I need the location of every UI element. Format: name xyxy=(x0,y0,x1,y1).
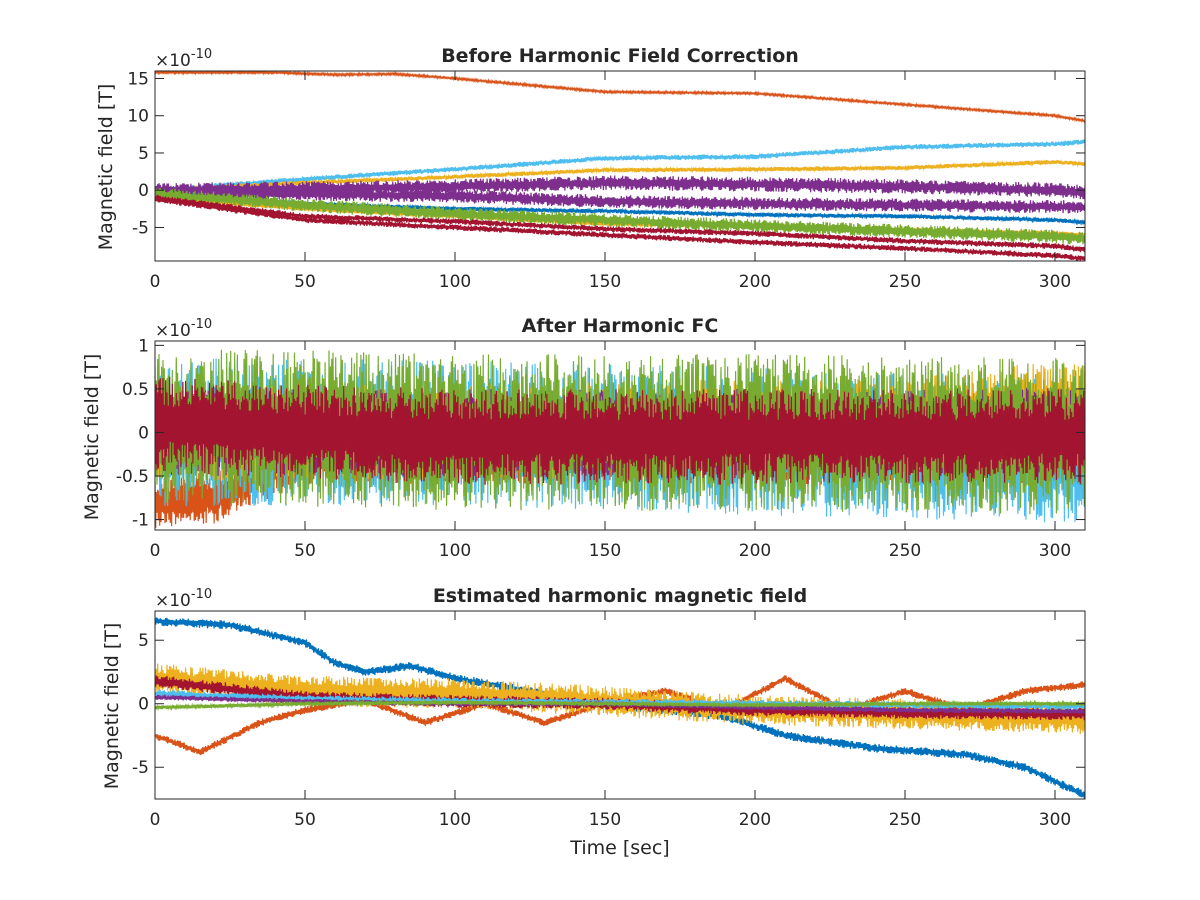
series-line xyxy=(155,139,1085,193)
x-tick-label: 100 xyxy=(439,541,471,561)
x-tick-label: 50 xyxy=(294,272,316,292)
subplot-estimated-harmonic: Estimated harmonic magnetic field Magnet… xyxy=(101,585,1086,859)
x-tick-label: 200 xyxy=(739,272,771,292)
series-line xyxy=(155,71,1085,124)
subplot-before-correction: Before Harmonic Field Correction Magneti… xyxy=(95,45,1086,292)
x-tick-label: 0 xyxy=(150,272,161,292)
series-line xyxy=(155,194,1085,253)
series-line xyxy=(155,698,1085,712)
y-tick-label: 15 xyxy=(127,69,149,89)
x-tick-label: 150 xyxy=(589,810,621,830)
chart-title: After Harmonic FC xyxy=(522,315,719,337)
axes-frame xyxy=(154,70,1086,262)
x-tick-label: 250 xyxy=(889,272,921,292)
axes-frame xyxy=(154,340,1086,531)
y-tick-label: 0.5 xyxy=(122,380,149,400)
y-tick-label: -5 xyxy=(132,218,149,238)
exponent-label: ×10-10 xyxy=(155,47,212,71)
y-tick-label: 0 xyxy=(138,181,149,201)
x-tick-label: 250 xyxy=(889,541,921,561)
y-tick-label: 10 xyxy=(127,107,149,127)
y-axis-label: Magnetic field [T] xyxy=(101,623,123,790)
chart-title: Before Harmonic Field Correction xyxy=(441,45,799,67)
tick-layer: 0 50 100 150 200 250 300 -5 0 5 10 15 xyxy=(127,69,1085,292)
chart-title: Estimated harmonic magnetic field xyxy=(433,585,807,607)
x-tick-label: 300 xyxy=(1039,810,1071,830)
x-tick-label: 200 xyxy=(739,810,771,830)
x-axis-label: Time [sec] xyxy=(569,837,669,859)
x-tick-label: 200 xyxy=(739,541,771,561)
y-axis-label: Magnetic field [T] xyxy=(95,84,117,251)
exponent-base: ×10 xyxy=(155,321,191,341)
series-line xyxy=(155,663,1085,735)
series-line xyxy=(155,197,1085,261)
series-line xyxy=(155,159,1085,194)
x-tick-label: 50 xyxy=(294,810,316,830)
y-tick-label: 0 xyxy=(138,695,149,715)
x-tick-label: 100 xyxy=(439,272,471,292)
y-tick-label: 5 xyxy=(138,144,149,164)
series-layer xyxy=(155,71,1085,261)
exponent-label: ×10-10 xyxy=(155,587,212,611)
subplot-after-correction: After Harmonic FC Magnetic field [T] ×10… xyxy=(81,315,1086,561)
exponent-label: ×10-10 xyxy=(155,317,212,341)
x-tick-label: 150 xyxy=(589,541,621,561)
exponent-base: ×10 xyxy=(155,51,191,71)
y-tick-label: 5 xyxy=(138,631,149,651)
y-tick-label: 1 xyxy=(138,336,149,356)
exponent-power: -10 xyxy=(191,317,212,332)
exponent-base: ×10 xyxy=(155,591,191,611)
x-tick-label: 50 xyxy=(294,541,316,561)
x-tick-label: 300 xyxy=(1039,541,1071,561)
y-tick-label: -0.5 xyxy=(116,467,149,487)
x-tick-label: 300 xyxy=(1039,272,1071,292)
y-tick-label: 0 xyxy=(138,423,149,443)
series-layer xyxy=(155,617,1085,799)
series-layer xyxy=(155,349,1085,528)
series-line xyxy=(155,188,1085,245)
y-axis-label: Magnetic field [T] xyxy=(81,354,103,521)
tick-layer: 0 50 100 150 200 250 300 -5 0 5 xyxy=(132,611,1085,830)
x-tick-label: 0 xyxy=(150,810,161,830)
x-tick-label: 150 xyxy=(589,272,621,292)
x-tick-label: 0 xyxy=(150,541,161,561)
exponent-power: -10 xyxy=(191,587,212,602)
tick-layer: 0 50 100 150 200 250 300 -1 -0.5 0 0.5 1 xyxy=(116,336,1085,561)
y-tick-label: -5 xyxy=(132,758,149,778)
series-line xyxy=(155,187,1085,214)
series-line xyxy=(155,376,1085,485)
y-tick-label: -1 xyxy=(132,511,149,531)
x-tick-label: 100 xyxy=(439,810,471,830)
x-tick-label: 250 xyxy=(889,810,921,830)
exponent-power: -10 xyxy=(191,47,212,62)
axes-frame xyxy=(154,610,1086,800)
